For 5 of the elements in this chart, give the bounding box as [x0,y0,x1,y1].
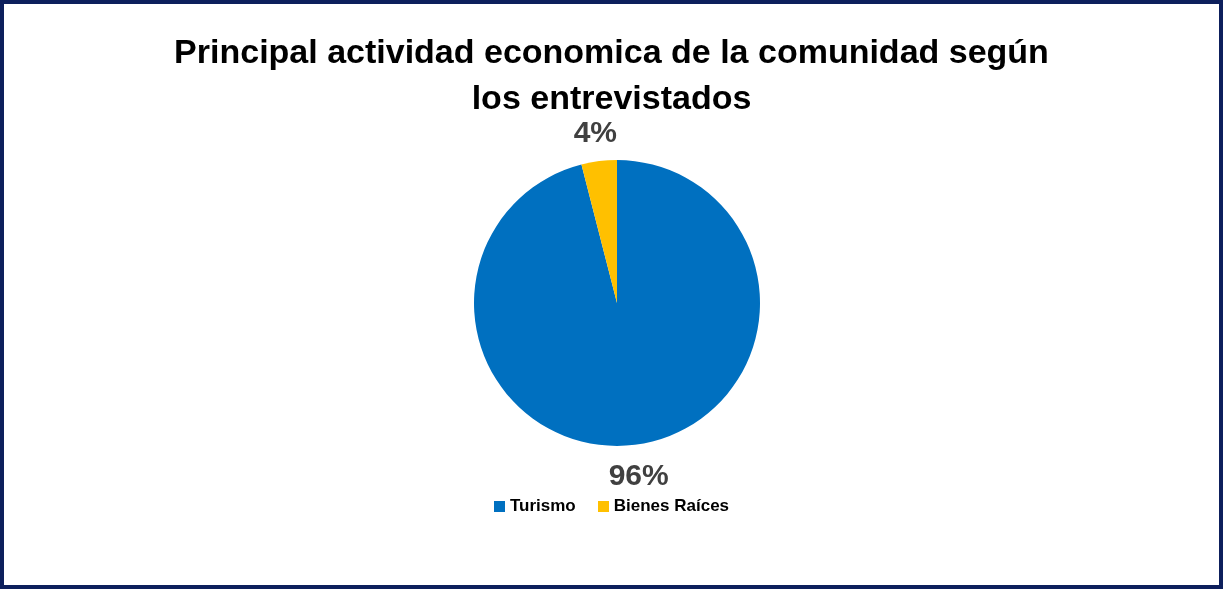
pie-slice [473,160,760,446]
legend-label: Turismo [509,496,576,516]
pie-slice [580,160,617,303]
legend-label: Bienes Raíces [613,496,730,516]
data-label: 96% [608,458,669,492]
